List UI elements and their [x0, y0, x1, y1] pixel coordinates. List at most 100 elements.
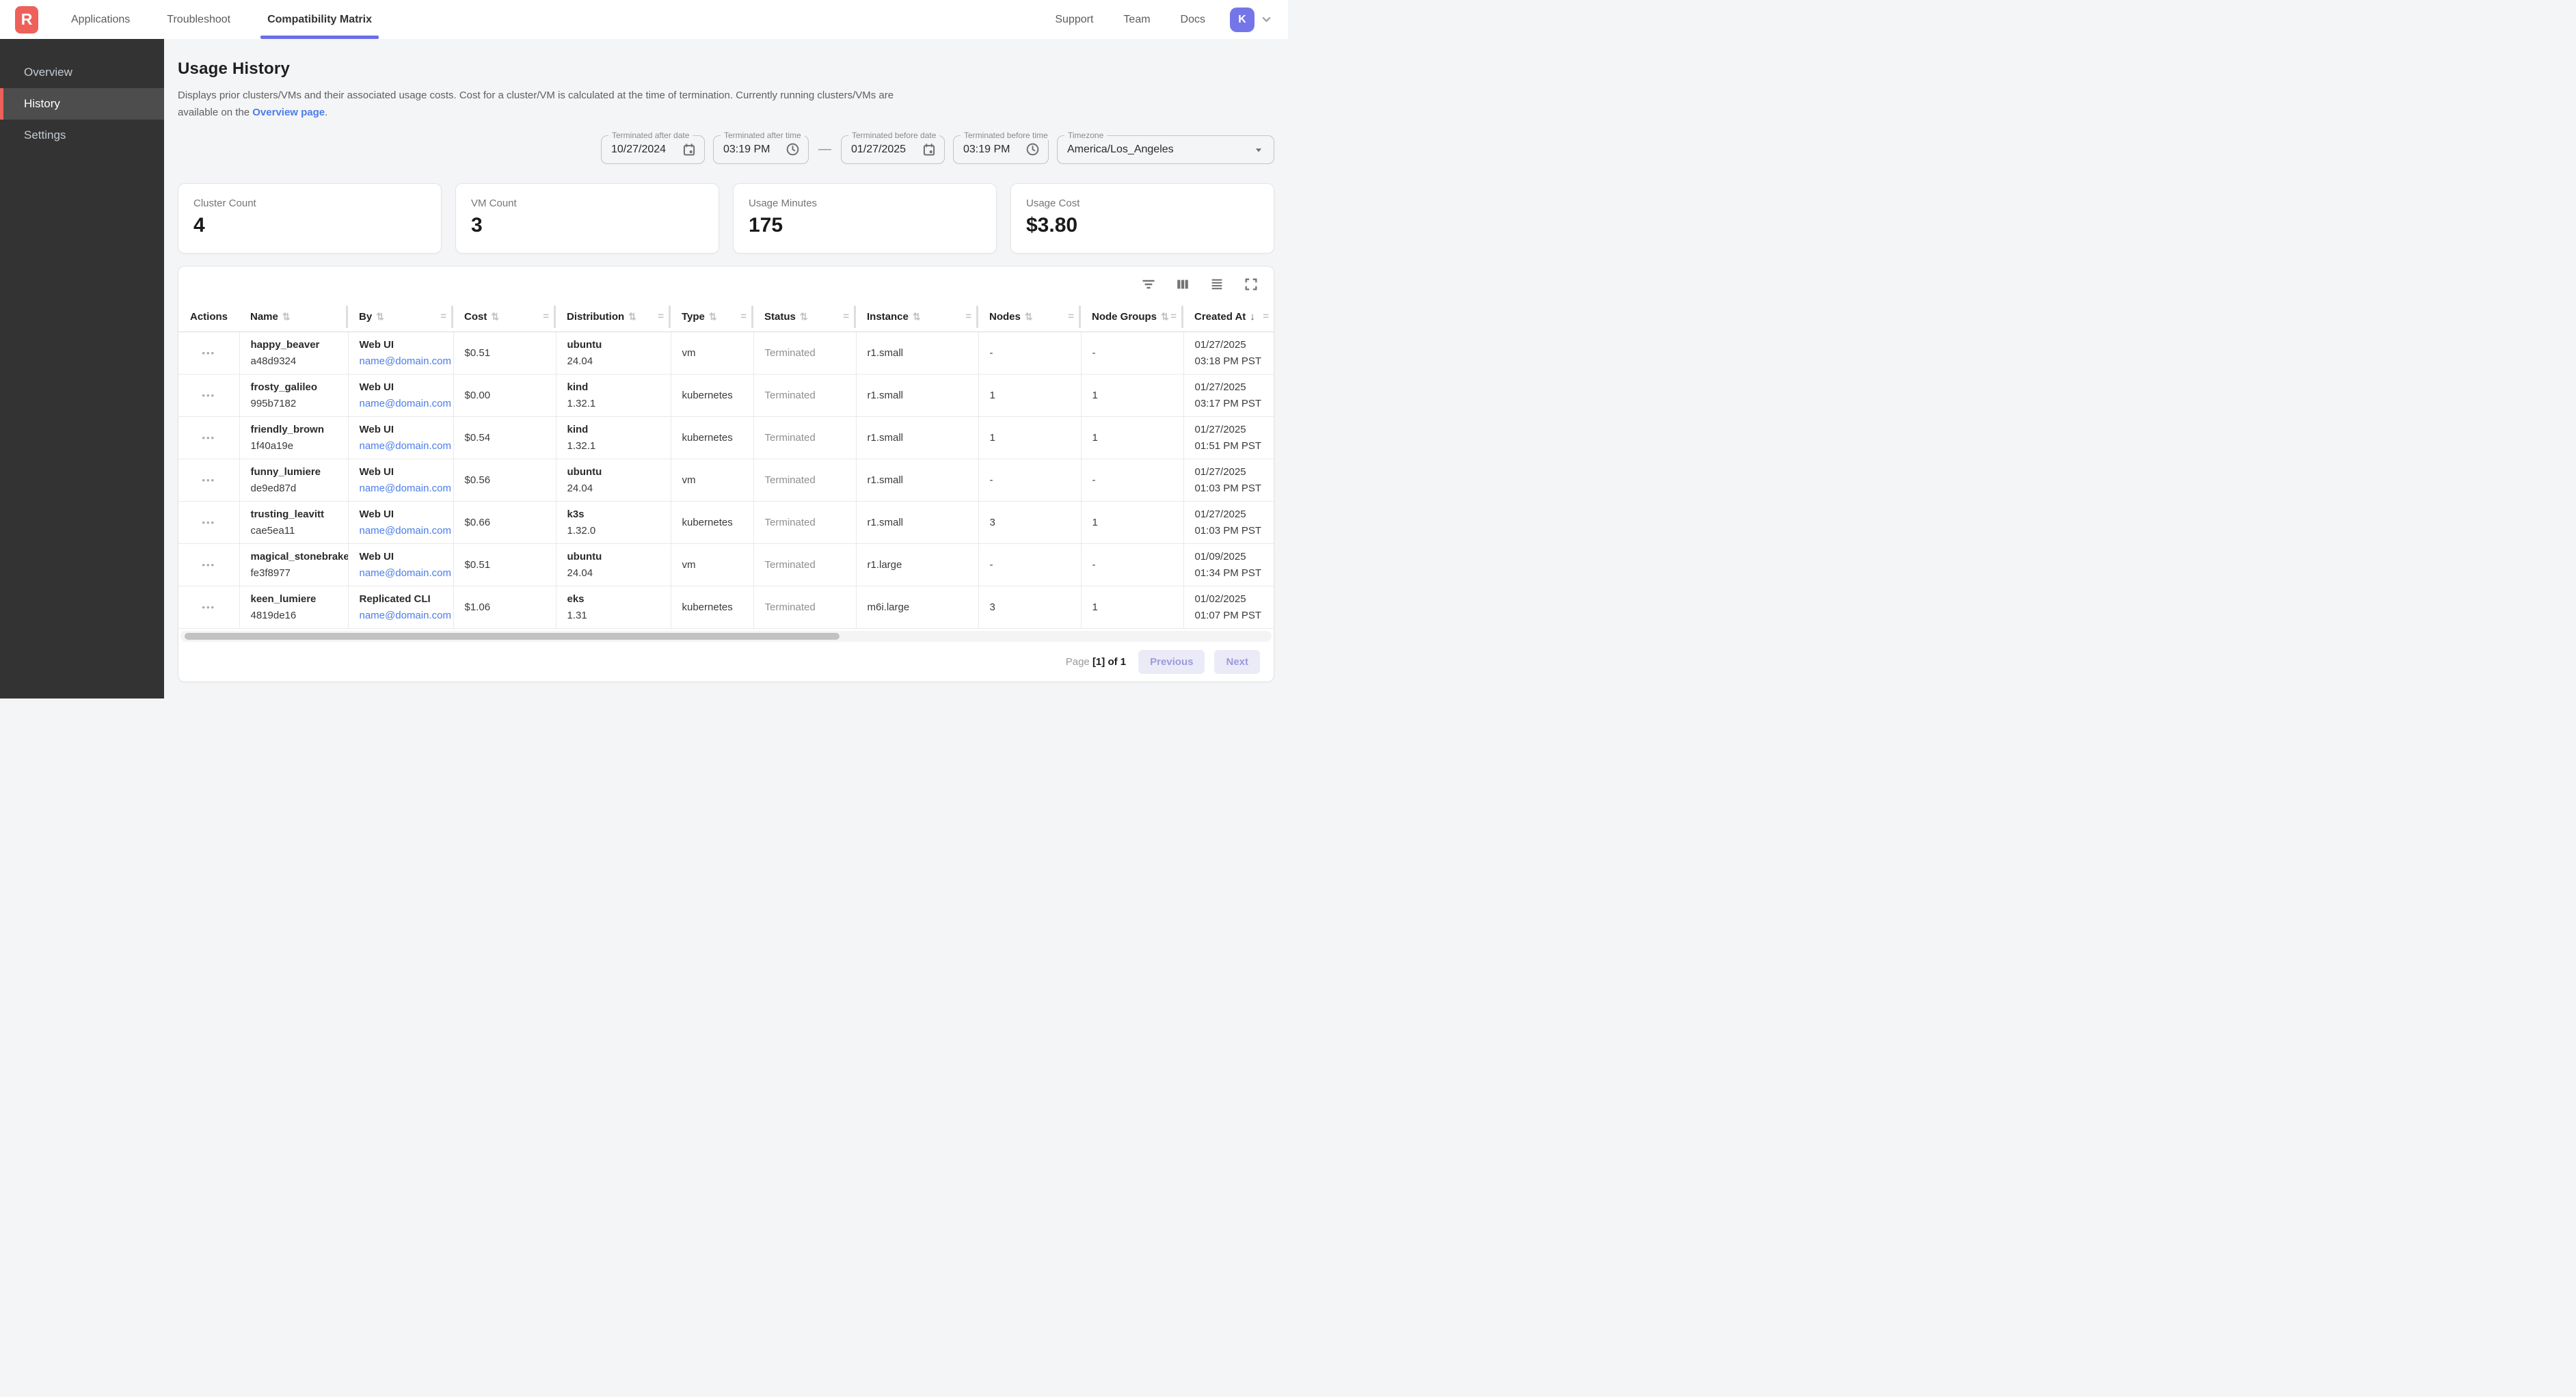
sidebar-item-history[interactable]: History	[0, 88, 164, 120]
row-actions-menu-icon[interactable]: •••	[202, 517, 216, 528]
row-distribution: kind	[567, 381, 589, 393]
sort-arrows-icon[interactable]: ⇅	[491, 310, 500, 322]
sidebar-item-settings[interactable]: Settings	[0, 120, 164, 151]
horizontal-scrollbar-track[interactable]	[180, 631, 1272, 642]
calendar-icon[interactable]	[922, 143, 936, 157]
chevron-down-icon[interactable]	[1260, 13, 1273, 26]
cell-node-groups: 1	[1081, 416, 1184, 459]
dropdown-arrow-icon[interactable]	[1252, 143, 1265, 157]
row-by-email-link[interactable]: name@domain.com	[359, 483, 451, 494]
column-header-instance[interactable]: Instance⇅	[856, 301, 978, 332]
nav-tab-troubleshoot[interactable]: Troubleshoot	[164, 0, 233, 39]
row-actions-menu-icon[interactable]: •••	[202, 602, 216, 612]
column-header-type[interactable]: Type⇅	[671, 301, 753, 332]
column-header-cost[interactable]: Cost ⇅	[453, 301, 556, 332]
nav-tab-label: Applications	[71, 13, 131, 25]
sort-arrows-icon[interactable]: ⇅	[912, 310, 921, 322]
row-actions-menu-icon[interactable]: •••	[202, 475, 216, 485]
sort-arrows-icon[interactable]: ⇅	[1024, 310, 1033, 322]
page-description: Displays prior clusters/VMs and their as…	[178, 90, 894, 118]
sort-arrows-icon[interactable]: ⇅	[376, 310, 384, 322]
filter-field-terminated-before-date[interactable]: Terminated before date 01/27/2025	[841, 130, 945, 164]
avatar[interactable]: K	[1230, 7, 1255, 32]
density-icon[interactable]	[1209, 277, 1224, 292]
sidebar-item-overview[interactable]: Overview	[0, 57, 164, 88]
nav-tab-compatibility-matrix[interactable]: Compatibility Matrix	[260, 0, 379, 39]
filter-field-terminated-before-time[interactable]: Terminated before time 03:19 PM	[953, 130, 1051, 164]
cell-type: kubernetes	[671, 416, 754, 459]
column-header-name[interactable]: Name ⇅	[239, 301, 348, 332]
table-row: ••• keen_lumiere 4819de16 Replicated CLI nam…	[178, 586, 1274, 629]
cell-created-at: 01/27/2025 01:03 PM PST	[1183, 501, 1274, 544]
column-header-distribution[interactable]: Distribution⇅	[556, 301, 671, 332]
horizontal-scrollbar-thumb[interactable]	[185, 633, 840, 640]
cell-type: vm	[671, 459, 754, 502]
row-created-time: 01:51 PM PST	[1194, 440, 1262, 452]
sort-arrows-icon[interactable]: ⇅	[708, 310, 717, 322]
cell-by: Web UI name@domain.com	[348, 331, 454, 375]
cell-name: frosty_galileo 995b7182	[239, 374, 349, 417]
clock-icon[interactable]	[786, 142, 800, 157]
next-page-button[interactable]: Next	[1214, 649, 1260, 674]
column-header-node-groups[interactable]: Node Groups ⇅	[1081, 301, 1183, 332]
cell-name: keen_lumiere 4819de16	[239, 586, 349, 629]
clock-icon[interactable]	[1025, 142, 1040, 157]
row-created-time: 03:18 PM PST	[1194, 355, 1262, 367]
row-by-email-link[interactable]: name@domain.com	[359, 398, 451, 409]
fullscreen-icon[interactable]	[1244, 277, 1259, 292]
row-by-email-link[interactable]: name@domain.com	[359, 525, 451, 537]
cell-status: Terminated	[753, 586, 857, 629]
replicated-logo[interactable]: R	[15, 5, 38, 33]
row-distribution-version: 24.04	[567, 355, 593, 367]
cell-name: magical_stonebraker fe3f8977	[239, 543, 349, 586]
row-name: frosty_galileo	[250, 381, 318, 393]
stat-card-usage-cost: Usage Cost $3.80	[1010, 182, 1274, 254]
date-range-separator: —	[818, 141, 831, 157]
sort-desc-arrow-icon[interactable]: ↓	[1250, 310, 1255, 323]
cell-node-groups: 1	[1081, 586, 1184, 629]
table-row: ••• happy_beaver a48d9324 Web UI name@domain…	[178, 331, 1274, 375]
row-actions-menu-icon[interactable]: •••	[202, 560, 216, 570]
filter-field-label: Terminated before date	[848, 130, 940, 140]
columns-icon[interactable]	[1175, 277, 1190, 292]
column-header-created-at[interactable]: Created At ↓	[1183, 301, 1274, 332]
row-actions-menu-icon[interactable]: •••	[202, 348, 216, 358]
filter-field-timezone[interactable]: Timezone America/Los_Angeles	[1057, 130, 1274, 164]
filter-field-terminated-after-time[interactable]: Terminated after time 03:19 PM	[713, 130, 809, 164]
cell-by: Web UI name@domain.com	[348, 543, 454, 586]
row-by-email-link[interactable]: name@domain.com	[359, 440, 451, 452]
row-actions-menu-icon[interactable]: •••	[202, 433, 216, 443]
stat-value: 175	[749, 213, 783, 236]
column-header-nodes[interactable]: Nodes⇅	[978, 301, 1081, 332]
previous-page-button[interactable]: Previous	[1138, 649, 1205, 674]
row-name: funny_lumiere	[250, 466, 321, 478]
sort-arrows-icon[interactable]: ⇅	[799, 310, 808, 322]
sort-arrows-icon[interactable]: ⇅	[628, 310, 636, 322]
row-created-date: 01/27/2025	[1194, 508, 1246, 520]
column-header-status[interactable]: Status⇅	[753, 301, 856, 332]
row-by-email-link[interactable]: name@domain.com	[359, 610, 451, 621]
row-created-time: 01:07 PM PST	[1194, 610, 1262, 621]
row-by-email-link[interactable]: name@domain.com	[359, 355, 451, 367]
cell-cost: $1.06	[453, 586, 556, 629]
sort-arrows-icon[interactable]: ⇅	[1161, 310, 1169, 322]
overview-page-link[interactable]: Overview page	[252, 106, 325, 118]
sort-arrows-icon[interactable]: ⇅	[282, 310, 291, 322]
filter-icon[interactable]	[1141, 277, 1156, 292]
nav-link-docs[interactable]: Docs	[1180, 13, 1205, 25]
row-actions-menu-icon[interactable]: •••	[202, 390, 216, 401]
calendar-icon[interactable]	[682, 143, 696, 157]
column-header-actions: Actions	[178, 301, 239, 332]
cell-name: funny_lumiere de9ed87d	[239, 459, 349, 502]
row-by-source: Replicated CLI	[359, 593, 431, 605]
cell-created-at: 01/09/2025 01:34 PM PST	[1183, 543, 1274, 586]
cell-by: Web UI name@domain.com	[348, 374, 454, 417]
cell-node-groups: -	[1081, 543, 1184, 586]
account-menu[interactable]: K	[1230, 0, 1273, 39]
nav-link-team[interactable]: Team	[1123, 13, 1151, 25]
nav-link-support[interactable]: Support	[1055, 13, 1094, 25]
column-header-by[interactable]: By⇅	[348, 301, 453, 332]
filter-field-terminated-after-date[interactable]: Terminated after date 10/27/2024	[601, 130, 705, 164]
nav-tab-applications[interactable]: Applications	[68, 0, 133, 39]
row-by-email-link[interactable]: name@domain.com	[359, 567, 451, 579]
